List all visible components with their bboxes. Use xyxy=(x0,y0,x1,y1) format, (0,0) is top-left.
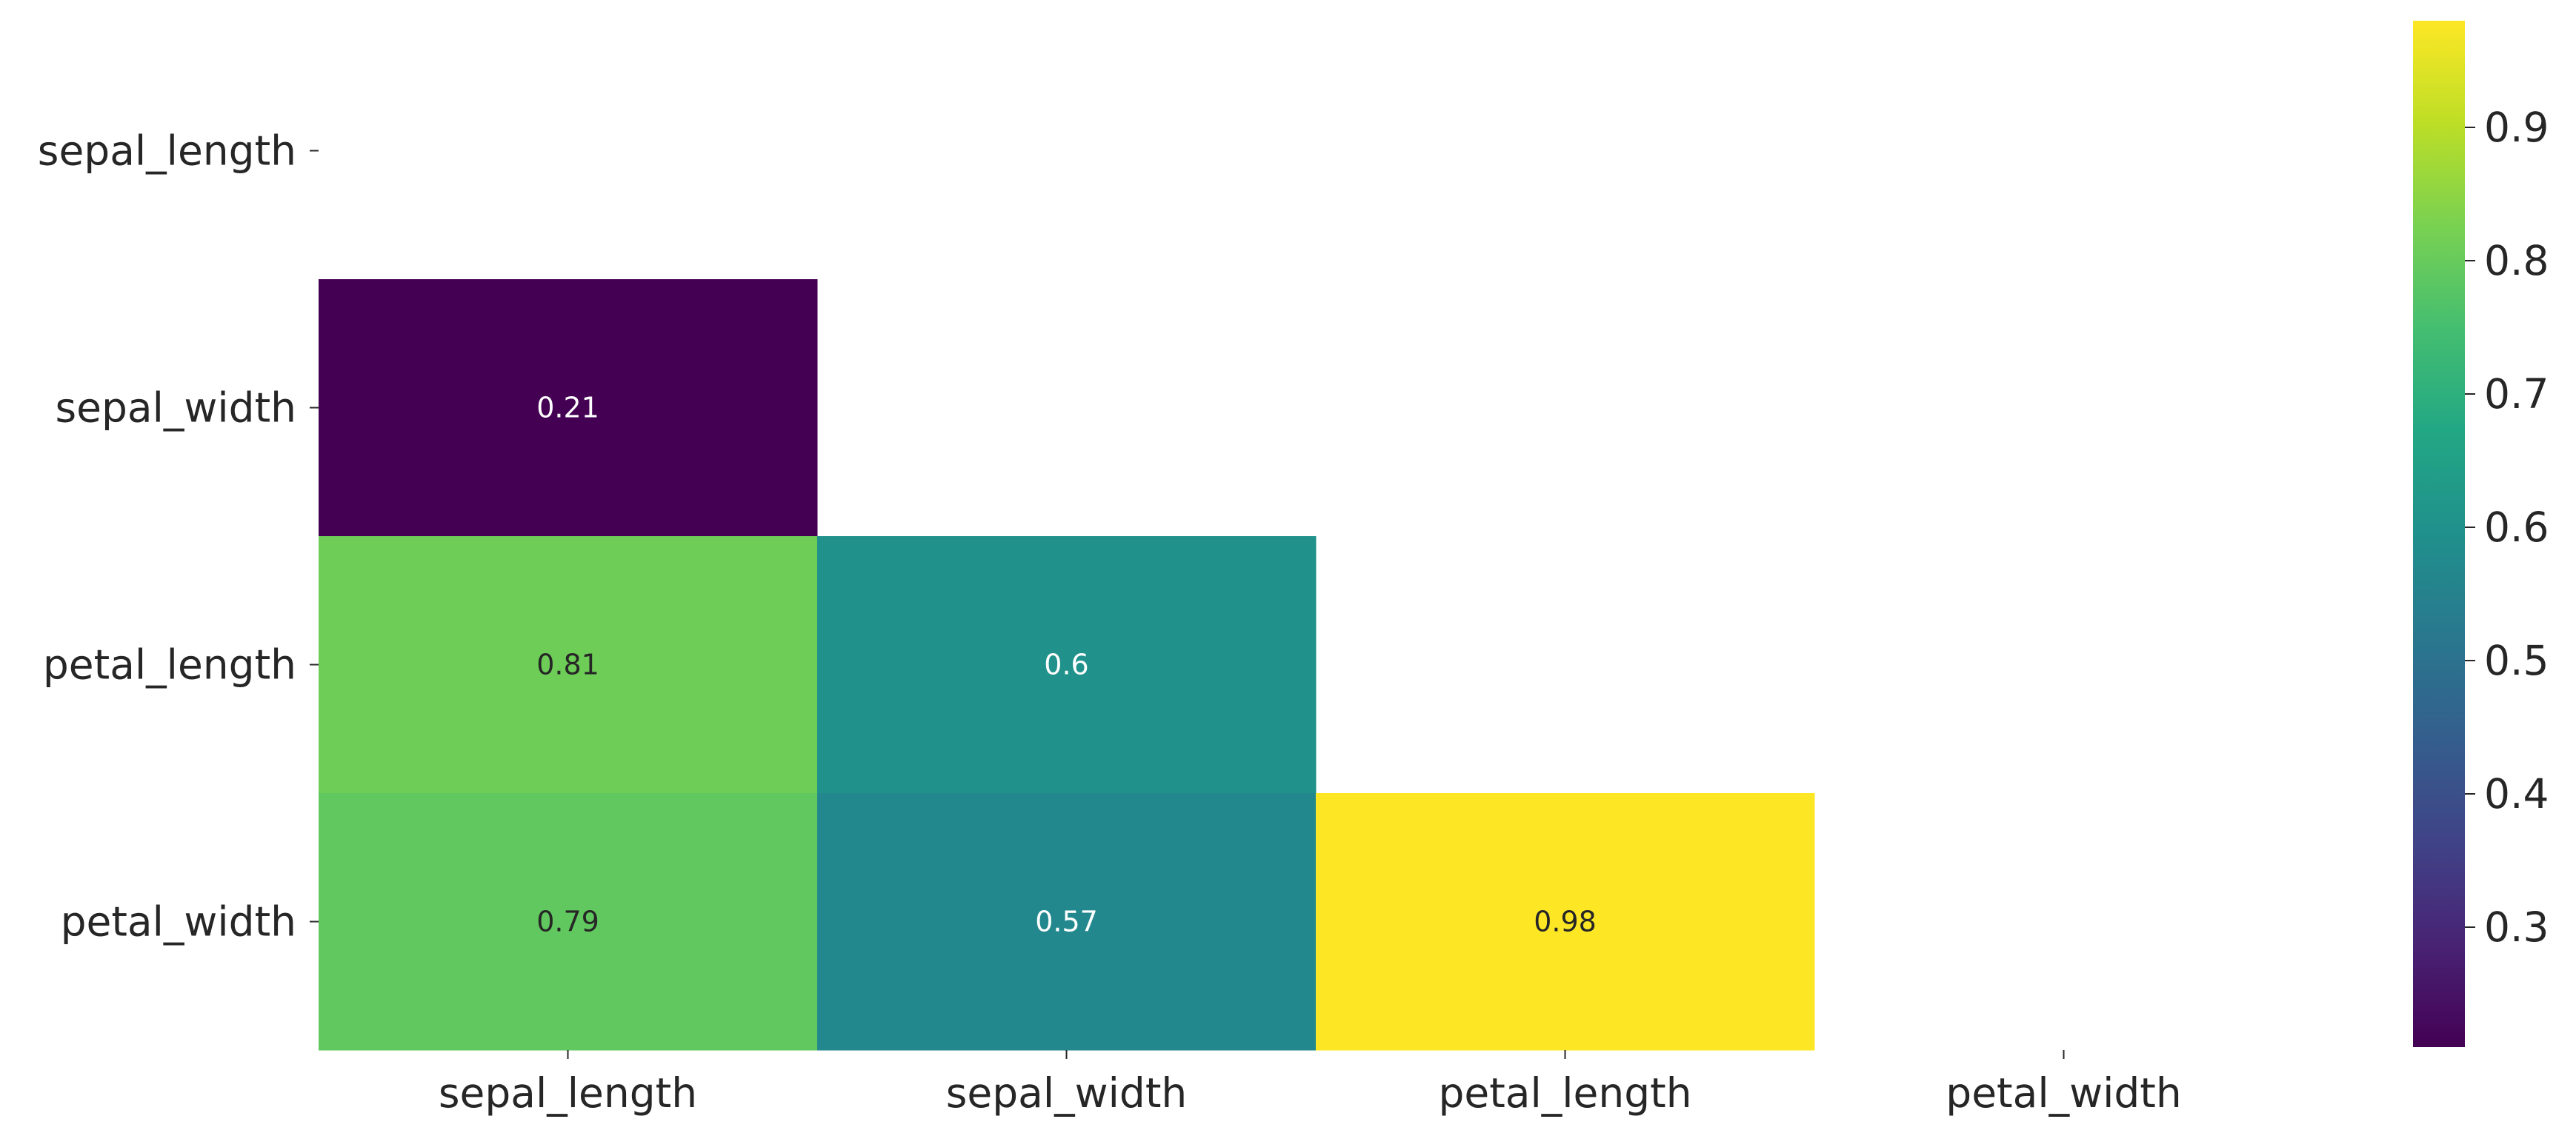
heatmap-cell-petal_width-petal_length xyxy=(1316,793,1815,1051)
colorbar: 0.3 0.4 0.5 0.6 0.7 0.8 0.9 xyxy=(2413,21,2549,1047)
y-tick-label-sepal_width: sepal_width xyxy=(56,384,297,432)
cell-value-label: 0.79 xyxy=(536,906,599,938)
heatmap-cell-petal_width-sepal_length xyxy=(319,793,818,1051)
colorbar-tick-label: 0.7 xyxy=(2484,370,2549,418)
colorbar-gradient xyxy=(2413,21,2465,1047)
colorbar-tick-label: 0.6 xyxy=(2484,504,2549,551)
cell-value-label: 0.81 xyxy=(536,649,599,681)
y-axis: sepal_length sepal_width petal_lengthpetal… xyxy=(38,127,319,946)
cell-value-label: 0.21 xyxy=(536,392,599,424)
x-tick-label-sepal_width: sepal_width xyxy=(946,1069,1188,1117)
heatmap-cell-petal_length-sepal_length xyxy=(319,536,818,794)
x-axis: sepal_length sepal_width petal_length petal… xyxy=(439,1050,2182,1117)
x-tick-label-sepal_length: sepal_length xyxy=(439,1069,697,1117)
cell-value-label: 0.98 xyxy=(1534,906,1597,938)
cell-value-label: 0.57 xyxy=(1035,906,1098,938)
y-tick-label-petal_length: petal_length xyxy=(43,641,296,689)
y-tick-label-petal_width: petal_width xyxy=(61,898,296,946)
colorbar-tick-label: 0.9 xyxy=(2484,104,2549,151)
y-tick-label-sepal_length: sepal_length xyxy=(38,127,296,175)
x-tick-label-petal_width: petal_width xyxy=(1946,1069,2181,1117)
x-tick-label-petal_length: petal_length xyxy=(1438,1069,1691,1117)
cell-value-label: 0.6 xyxy=(1044,649,1088,681)
colorbar-tick-label: 0.4 xyxy=(2484,770,2549,818)
colorbar-tick-label: 0.3 xyxy=(2484,903,2549,951)
colorbar-tick-label: 0.5 xyxy=(2484,637,2549,684)
heatmap-cell-petal_length-sepal_width xyxy=(817,536,1317,794)
colorbar-tick-label: 0.8 xyxy=(2484,237,2549,284)
heatmap-cells: 0.21 0.81 0.6 0.79 0.57 0.98 xyxy=(319,279,1815,1051)
heatmap-cell-sepal_width-sepal_length xyxy=(319,279,818,537)
heatmap-cell-petal_width-sepal_width xyxy=(817,793,1317,1051)
